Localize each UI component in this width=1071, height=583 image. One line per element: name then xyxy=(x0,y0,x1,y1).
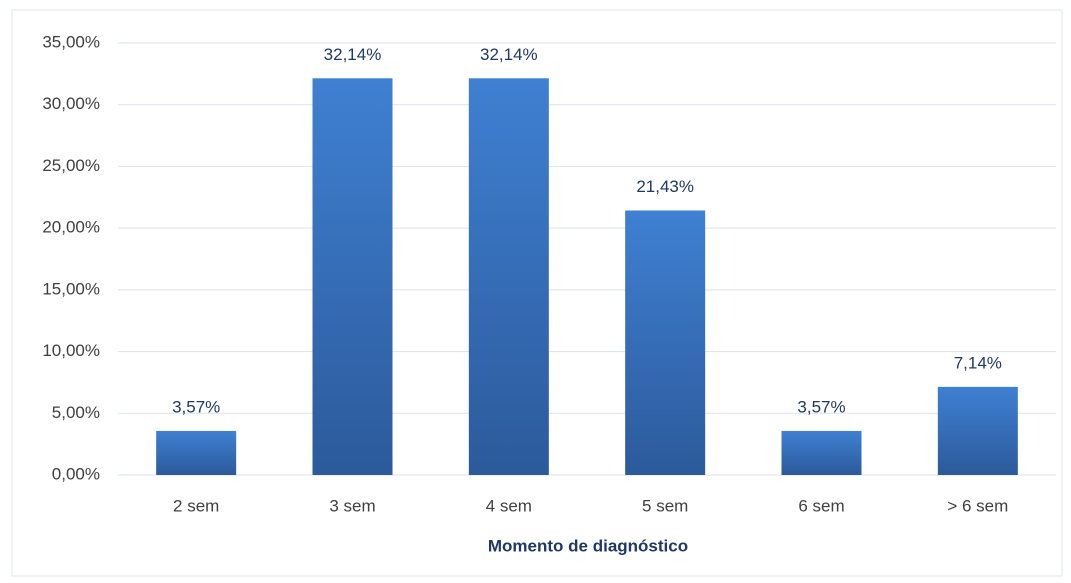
y-tick-label: 20,00% xyxy=(42,218,100,237)
value-label: 7,14% xyxy=(954,353,1002,372)
x-tick-label: 6 sem xyxy=(798,496,844,515)
x-tick-label: 2 sem xyxy=(173,496,219,515)
bar xyxy=(156,430,237,475)
y-tick-label: 35,00% xyxy=(42,32,100,51)
x-tick-label: 3 sem xyxy=(329,496,375,515)
bar xyxy=(937,386,1018,475)
value-label: 32,14% xyxy=(324,45,382,64)
x-axis-label: Momento de diagnóstico xyxy=(488,536,688,555)
value-label: 21,43% xyxy=(636,177,694,196)
value-label: 3,57% xyxy=(797,397,845,416)
bar xyxy=(312,78,393,475)
x-tick-label: 5 sem xyxy=(642,496,688,515)
y-tick-label: 10,00% xyxy=(42,341,100,360)
bar xyxy=(468,78,549,475)
value-label: 3,57% xyxy=(172,397,220,416)
bar xyxy=(625,210,706,476)
y-tick-label: 5,00% xyxy=(52,403,100,422)
value-label: 32,14% xyxy=(480,45,538,64)
bar xyxy=(781,430,862,475)
x-tick-label: 4 sem xyxy=(486,496,532,515)
y-tick-label: 0,00% xyxy=(52,464,100,483)
y-tick-label: 30,00% xyxy=(42,94,100,113)
y-tick-label: 15,00% xyxy=(42,279,100,298)
y-tick-label: 25,00% xyxy=(42,156,100,175)
x-tick-label: > 6 sem xyxy=(947,496,1008,515)
